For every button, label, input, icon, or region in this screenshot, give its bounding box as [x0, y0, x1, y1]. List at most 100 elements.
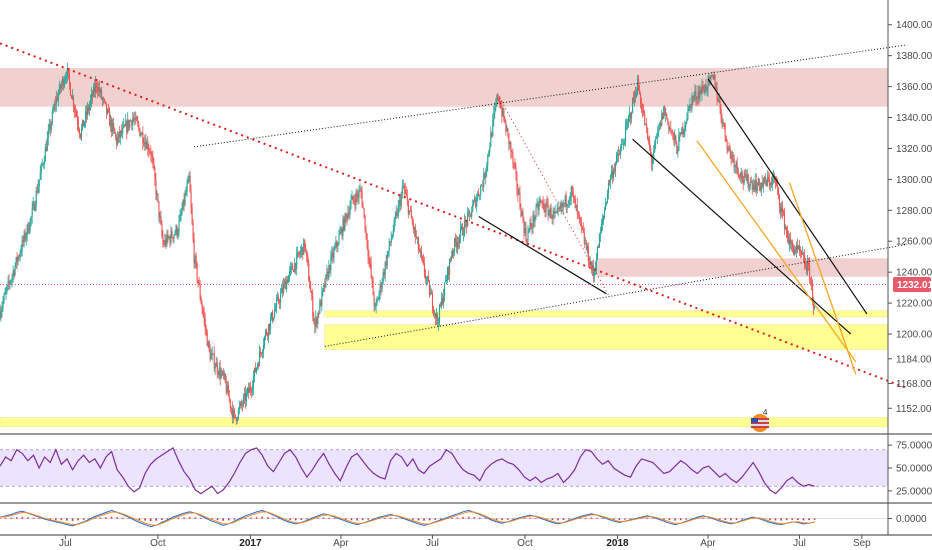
candle-body: [557, 208, 559, 210]
candle-body: [568, 200, 570, 204]
candle-body: [719, 100, 721, 109]
candle-body: [208, 341, 210, 351]
x-tick-label: Jul: [59, 538, 72, 549]
candle-body: [664, 106, 666, 115]
candle-body: [789, 239, 792, 244]
candle-body: [47, 130, 49, 139]
trendline-black-dotted[interactable]: [194, 44, 908, 148]
candle-body: [669, 128, 671, 130]
candle-body: [142, 132, 144, 144]
candle-body: [261, 351, 264, 354]
oscillator-bar: [105, 516, 107, 519]
candle-body: [392, 230, 394, 236]
candle-body: [199, 284, 201, 298]
candle-body: [190, 192, 192, 208]
candle-body: [413, 227, 415, 230]
candle-body: [729, 148, 731, 152]
candle-body: [211, 353, 213, 355]
oscillator-bar: [211, 518, 213, 520]
candle-body: [771, 177, 773, 185]
candle-body: [17, 256, 19, 263]
candle-body: [280, 293, 282, 303]
oscillator-bar: [730, 518, 732, 521]
candle-body: [171, 230, 173, 238]
candle-body: [277, 297, 279, 300]
candle-body: [710, 75, 712, 80]
candle-body: [124, 124, 126, 127]
candle-body: [31, 207, 33, 217]
candle-body: [287, 279, 289, 283]
candle-body: [552, 210, 554, 219]
candle-body: [108, 109, 110, 112]
oscillator-bar: [802, 518, 805, 521]
oscillator-bar: [506, 518, 509, 520]
trendline-black[interactable]: [632, 138, 852, 335]
trendline-black-dotted[interactable]: [324, 243, 908, 347]
candle-body: [74, 110, 77, 112]
candle-body: [150, 152, 152, 155]
trendline-orange[interactable]: [696, 140, 857, 363]
candle-body: [395, 212, 397, 216]
oscillator-bar: [300, 518, 303, 521]
oscillator-bar: [562, 518, 565, 521]
candle-body: [781, 207, 784, 212]
candle-body: [800, 251, 802, 252]
candle-body: [406, 195, 408, 201]
trendline-black[interactable]: [707, 78, 868, 315]
candle-body: [182, 199, 184, 210]
us-flag-icon[interactable]: 4: [751, 408, 769, 432]
oscillator-bar: [557, 518, 559, 521]
candle-body: [810, 277, 812, 279]
candle-body: [517, 188, 519, 195]
candle-body: [656, 136, 658, 139]
candle-body: [77, 123, 80, 129]
trendline-orange[interactable]: [788, 182, 857, 375]
oscillator-bar: [294, 518, 297, 521]
candle-body: [521, 211, 523, 217]
candle-body: [626, 124, 628, 127]
candle-body: [311, 292, 313, 297]
candle-body: [730, 151, 732, 159]
trendline-red-thin-dotted[interactable]: [497, 94, 610, 298]
candle-body: [714, 74, 716, 89]
candle-body: [132, 117, 134, 126]
rsi-panel: [0, 447, 888, 495]
x-tick-label: Sep: [853, 538, 871, 549]
candle-body: [787, 237, 790, 245]
candle-body: [531, 226, 533, 228]
candle-body: [630, 113, 632, 119]
candle-body: [476, 199, 478, 207]
candle-body: [614, 163, 617, 171]
candle-body: [217, 372, 219, 376]
candle-body: [284, 281, 286, 285]
candle-body: [259, 351, 262, 353]
trendline-black[interactable]: [478, 215, 607, 295]
candle-body: [474, 198, 476, 202]
candle-body: [198, 283, 200, 285]
candle-body: [423, 263, 425, 275]
candle-body: [680, 132, 682, 135]
candle-body: [215, 362, 217, 367]
candle-body: [742, 179, 744, 183]
price-y-tick-label: 1168.00: [896, 379, 932, 390]
candle-body: [389, 241, 391, 243]
candle-body: [502, 108, 504, 116]
candle-body: [551, 218, 553, 219]
candle-body: [354, 201, 356, 206]
oscillator-bar: [77, 518, 79, 521]
candle-body: [352, 196, 354, 201]
candle-body: [590, 262, 592, 271]
oscillator-bar: [278, 518, 280, 519]
candle-body: [167, 234, 169, 238]
candle-body: [762, 182, 764, 187]
candle-body: [146, 142, 148, 149]
candle-body: [793, 250, 796, 254]
candle-body: [461, 226, 463, 228]
candle-body: [12, 271, 14, 276]
candle-body: [155, 179, 157, 195]
oscillator-bar: [116, 516, 118, 519]
candle-body: [230, 407, 232, 409]
price-y-tick-label: 1280.00: [896, 206, 932, 217]
oscillator-bar: [601, 518, 604, 519]
candle-body: [39, 172, 41, 180]
